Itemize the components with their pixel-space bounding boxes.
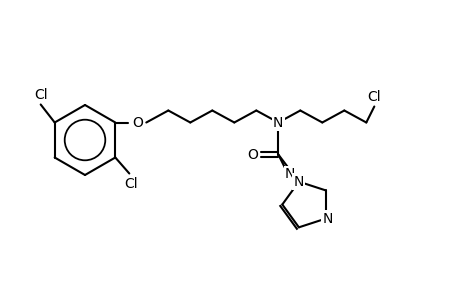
Text: N: N [273,116,283,130]
Text: Cl: Cl [124,176,138,190]
Text: O: O [132,116,142,130]
Text: N: N [293,175,303,189]
Text: Cl: Cl [367,89,381,103]
Text: Cl: Cl [34,88,47,101]
Text: O: O [246,148,257,161]
Text: N: N [322,212,332,226]
Text: N: N [285,167,295,182]
